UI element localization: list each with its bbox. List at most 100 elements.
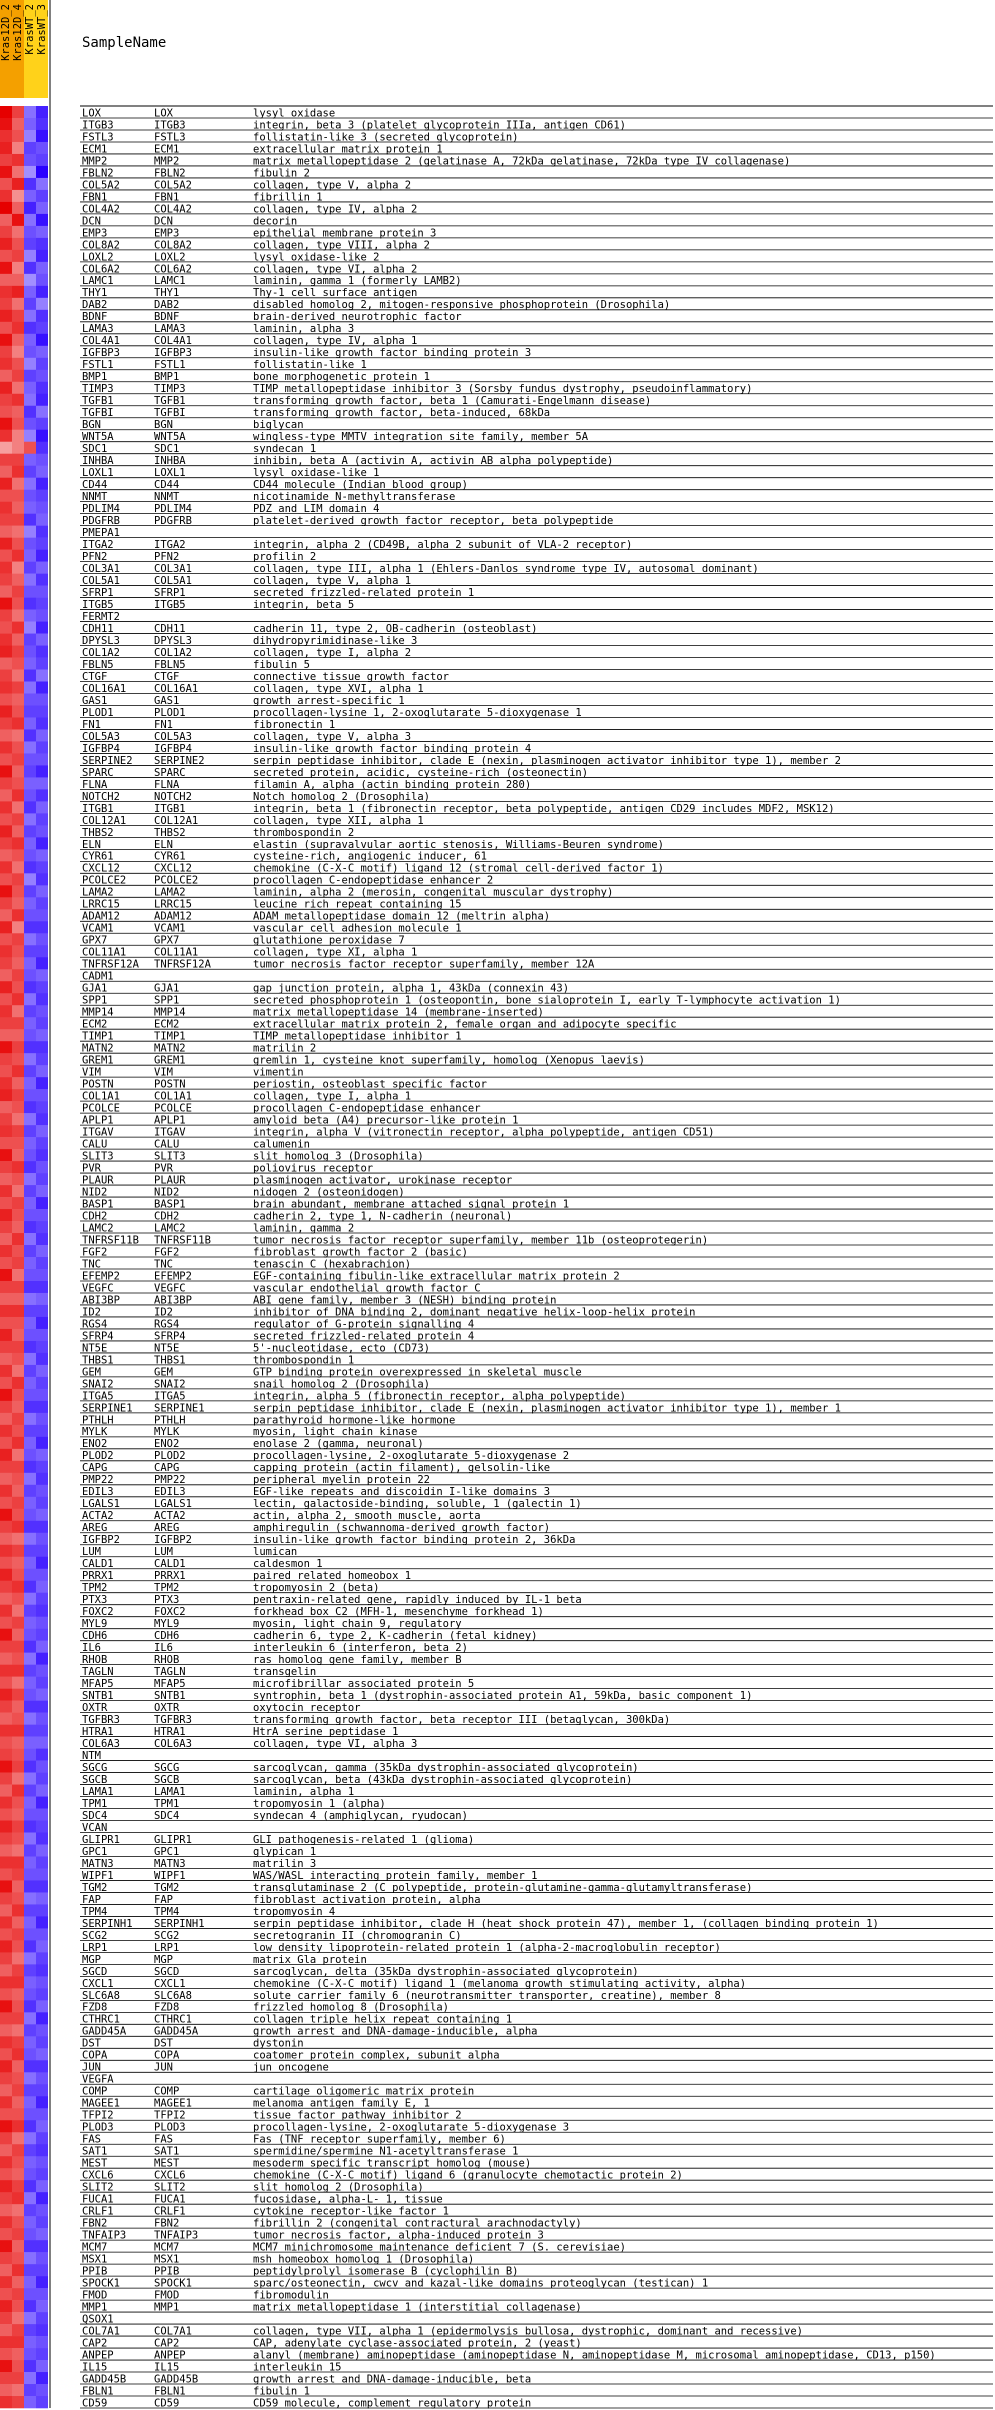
gene-symbol: IGFBP2 bbox=[154, 1534, 192, 1546]
heatmap-cell bbox=[0, 381, 12, 395]
heatmap-cell bbox=[12, 2012, 24, 2025]
heatmap-cell bbox=[12, 225, 24, 239]
gene-id: CAP2 bbox=[82, 2337, 107, 2349]
heatmap-cell bbox=[36, 1604, 48, 1617]
heatmap-cell bbox=[0, 1592, 12, 1605]
heatmap-cell bbox=[0, 1113, 12, 1126]
heatmap-cell bbox=[12, 2288, 24, 2301]
gene-id: FLNA bbox=[82, 779, 108, 791]
gene-id: MFAP5 bbox=[82, 1678, 114, 1690]
heatmap-cell bbox=[12, 1964, 24, 1977]
heatmap-cell bbox=[24, 357, 36, 371]
gene-description: matrix Gla protein bbox=[253, 1954, 367, 1966]
gene-symbol: COMP bbox=[154, 2086, 179, 2098]
heatmap-cell bbox=[12, 273, 24, 287]
gene-id: VEGFC bbox=[82, 1282, 114, 1294]
heatmap-cell bbox=[0, 1712, 12, 1725]
heatmap-cell bbox=[24, 2144, 36, 2157]
heatmap-cell bbox=[0, 921, 12, 934]
gene-description: collagen, type XII, alpha 1 bbox=[253, 815, 424, 827]
heatmap-cell bbox=[12, 645, 24, 658]
gene-symbol: ID2 bbox=[154, 1306, 173, 1318]
gene-id: PLOD1 bbox=[82, 707, 114, 719]
heatmap-cell bbox=[24, 1460, 36, 1474]
heatmap-cell bbox=[24, 1808, 36, 1821]
gene-symbol: CXCL6 bbox=[154, 2170, 186, 2182]
gene-id: MMP1 bbox=[82, 2301, 107, 2313]
heatmap-cell bbox=[12, 465, 24, 478]
heatmap-cell bbox=[0, 1928, 12, 1941]
heatmap-cell bbox=[24, 969, 36, 982]
gene-id: BASP1 bbox=[82, 1198, 114, 1210]
gene-symbol: COL4A2 bbox=[154, 203, 192, 215]
heatmap-cell bbox=[24, 2348, 36, 2361]
heatmap-cell bbox=[0, 1017, 12, 1030]
gene-description: poliovirus receptor bbox=[253, 1162, 373, 1174]
heatmap-cell bbox=[12, 2276, 24, 2289]
heatmap-cell bbox=[24, 2072, 36, 2085]
heatmap-cell bbox=[24, 1772, 36, 1785]
heatmap-cell bbox=[36, 633, 48, 646]
heatmap-cell bbox=[36, 1700, 48, 1713]
heatmap-cell bbox=[12, 1161, 24, 1174]
heatmap-cell bbox=[0, 1520, 12, 1534]
heatmap-cell bbox=[24, 1988, 36, 2001]
heatmap-cell bbox=[0, 2372, 12, 2385]
heatmap-cell bbox=[0, 1197, 12, 1210]
heatmap-cell bbox=[24, 2372, 36, 2385]
gene-symbol: OXTR bbox=[154, 1702, 180, 1714]
heatmap-cell bbox=[36, 2288, 48, 2301]
heatmap-cell bbox=[0, 729, 12, 742]
heatmap-cell bbox=[36, 585, 48, 598]
gene-symbol: LOX bbox=[154, 107, 174, 119]
heatmap-cell bbox=[24, 1352, 36, 1366]
gene-id: SLC6A8 bbox=[82, 1990, 120, 2002]
heatmap-cell bbox=[0, 1245, 12, 1258]
heatmap-cell bbox=[0, 1173, 12, 1186]
gene-symbol: ITGB1 bbox=[154, 803, 186, 815]
gene-description: integrin, beta 1 (fibronectin receptor, … bbox=[253, 803, 835, 815]
gene-description: tissue factor pathway inhibitor 2 bbox=[253, 2110, 462, 2122]
heatmap-cell bbox=[0, 885, 12, 898]
gene-id: ITGAV bbox=[82, 1127, 114, 1139]
gene-description: fibroblast activation protein, alpha bbox=[253, 1894, 481, 1906]
heatmap-cell bbox=[12, 2384, 24, 2397]
heatmap-cell bbox=[36, 1161, 48, 1174]
heatmap-cell bbox=[24, 2216, 36, 2229]
heatmap-cell bbox=[0, 1772, 12, 1785]
gene-symbol: LAMC2 bbox=[154, 1222, 186, 1234]
heatmap-cell bbox=[36, 1376, 48, 1390]
gene-symbol: ECM1 bbox=[154, 143, 179, 155]
heatmap-cell bbox=[0, 621, 12, 634]
gene-id: CDH11 bbox=[82, 623, 114, 635]
gene-symbol: TGFBR3 bbox=[154, 1714, 192, 1726]
gene-symbol: GADD45B bbox=[154, 2373, 198, 2385]
gene-description: inhibitor of DNA binding 2, dominant neg… bbox=[253, 1306, 696, 1318]
heatmap-cell bbox=[0, 1844, 12, 1857]
gene-symbol: LAMA3 bbox=[154, 323, 186, 335]
heatmap-cell bbox=[12, 1496, 24, 1510]
gene-id: CALD1 bbox=[82, 1558, 114, 1570]
heatmap-cell bbox=[36, 825, 48, 838]
gene-symbol: PLOD1 bbox=[154, 707, 186, 719]
heatmap-cell bbox=[24, 201, 36, 215]
heatmap-cell bbox=[12, 1580, 24, 1594]
heatmap-cell bbox=[0, 165, 12, 179]
gene-description: enolase 2 (gamma, neuronal) bbox=[253, 1438, 424, 1450]
gene-description: growth arrest and DNA-damage-inducible, … bbox=[253, 2026, 537, 2038]
gene-symbol: VEGFC bbox=[154, 1282, 186, 1294]
heatmap-cell bbox=[0, 117, 12, 131]
gene-symbol: CAPG bbox=[154, 1462, 179, 1474]
heatmap-cell bbox=[12, 561, 24, 574]
heatmap-cell bbox=[0, 2348, 12, 2361]
heatmap-cell bbox=[0, 2264, 12, 2277]
heatmap-cell bbox=[36, 357, 48, 371]
heatmap-cell bbox=[36, 789, 48, 802]
heatmap-cell bbox=[36, 1640, 48, 1653]
gene-description: integrin, beta 5 bbox=[253, 599, 354, 611]
heatmap-cell bbox=[12, 2216, 24, 2229]
gene-id: APLP1 bbox=[82, 1115, 114, 1127]
heatmap-cell bbox=[24, 645, 36, 658]
heatmap-cell bbox=[24, 333, 36, 347]
heatmap-cell bbox=[12, 249, 24, 263]
